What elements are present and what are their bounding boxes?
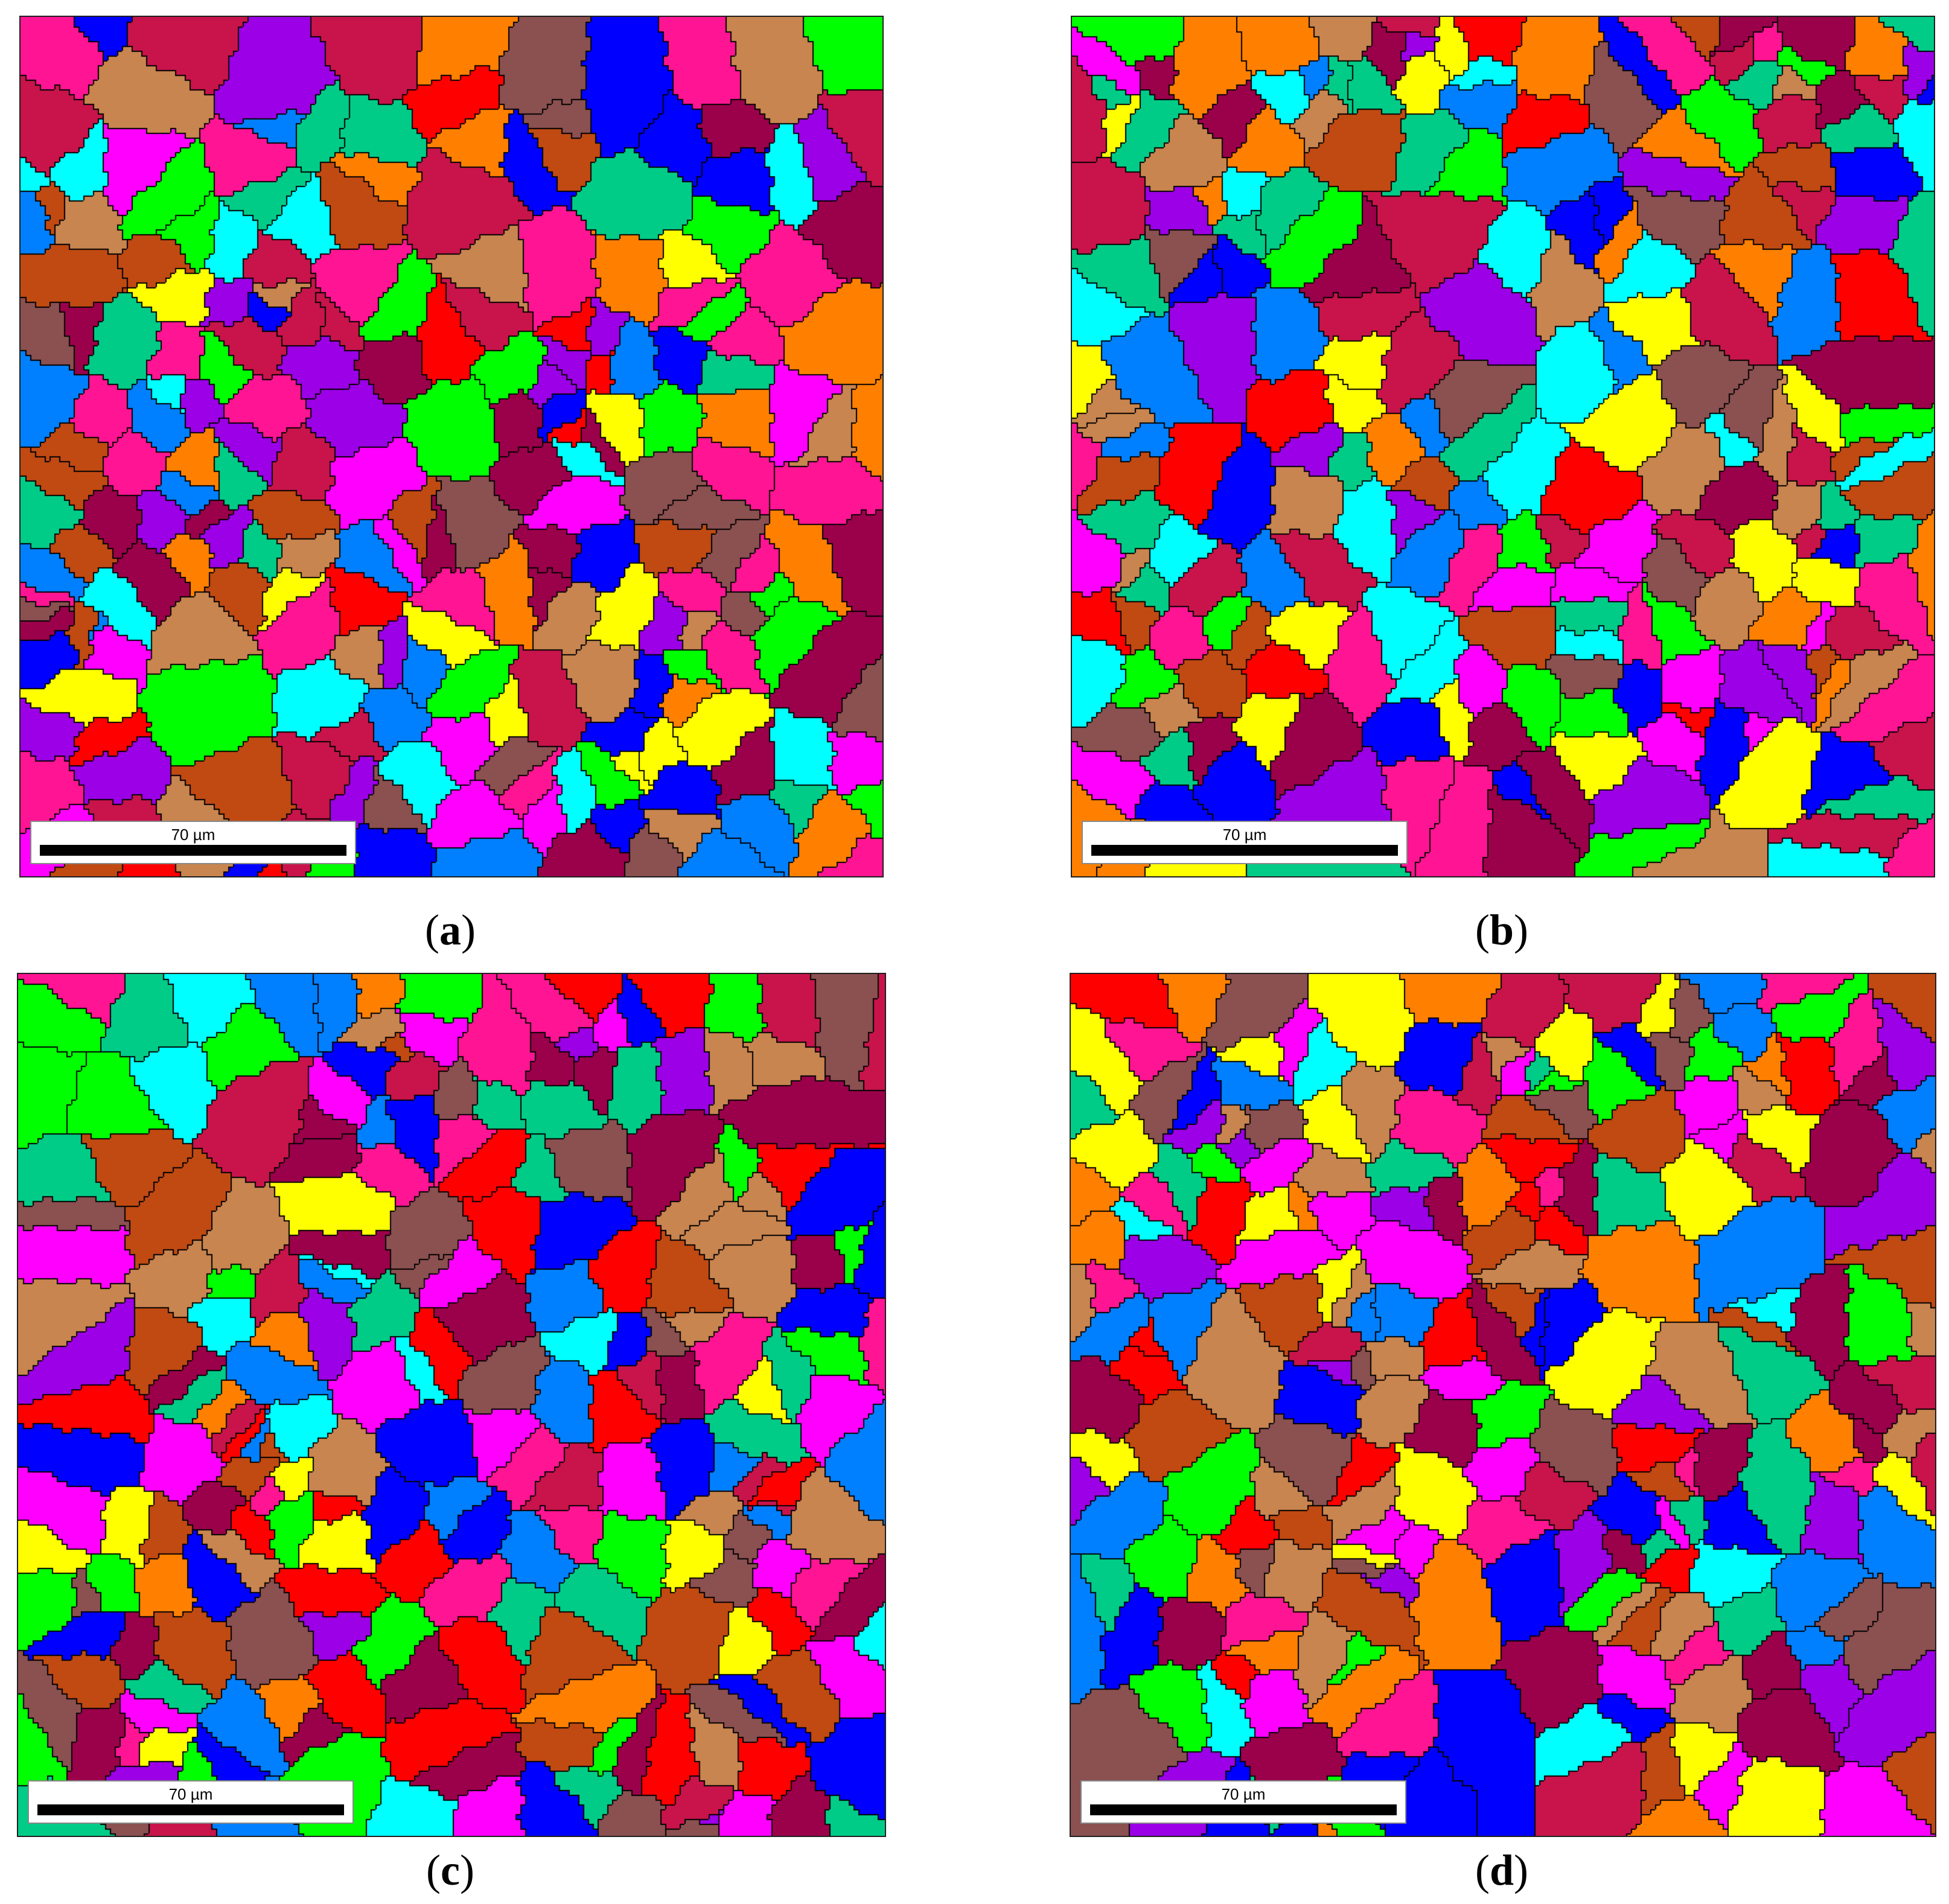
caption-a: (a) (425, 906, 476, 954)
panel-d: 70 µm (1070, 973, 1936, 1837)
grain-map-d (1070, 973, 1936, 1837)
scale-bar-b: 70 µm (1082, 821, 1408, 864)
panel-c: 70 µm (17, 973, 886, 1837)
caption-c: (c) (426, 1846, 474, 1894)
panel-b: 70 µm (1071, 16, 1935, 877)
scale-bar-label-d: 70 µm (1221, 1785, 1266, 1803)
scale-bar-label-c: 70 µm (168, 1785, 213, 1803)
caption-d: (d) (1475, 1846, 1528, 1894)
caption-b: (b) (1475, 906, 1528, 954)
panel-a: 70 µm (19, 16, 884, 877)
scale-bar-line-b (1091, 845, 1398, 856)
grain-map-c (17, 973, 886, 1837)
scale-bar-d: 70 µm (1080, 1780, 1406, 1824)
scale-bar-line-c (37, 1804, 344, 1815)
scale-bar-line-a (40, 845, 346, 856)
scale-bar-a: 70 µm (30, 821, 356, 864)
grain-map-a (19, 16, 884, 877)
scale-bar-label-a: 70 µm (171, 826, 215, 844)
scale-bar-c: 70 µm (28, 1780, 354, 1824)
scale-bar-label-b: 70 µm (1222, 826, 1267, 844)
grain-map-b (1071, 16, 1935, 877)
scale-bar-line-d (1090, 1804, 1397, 1815)
